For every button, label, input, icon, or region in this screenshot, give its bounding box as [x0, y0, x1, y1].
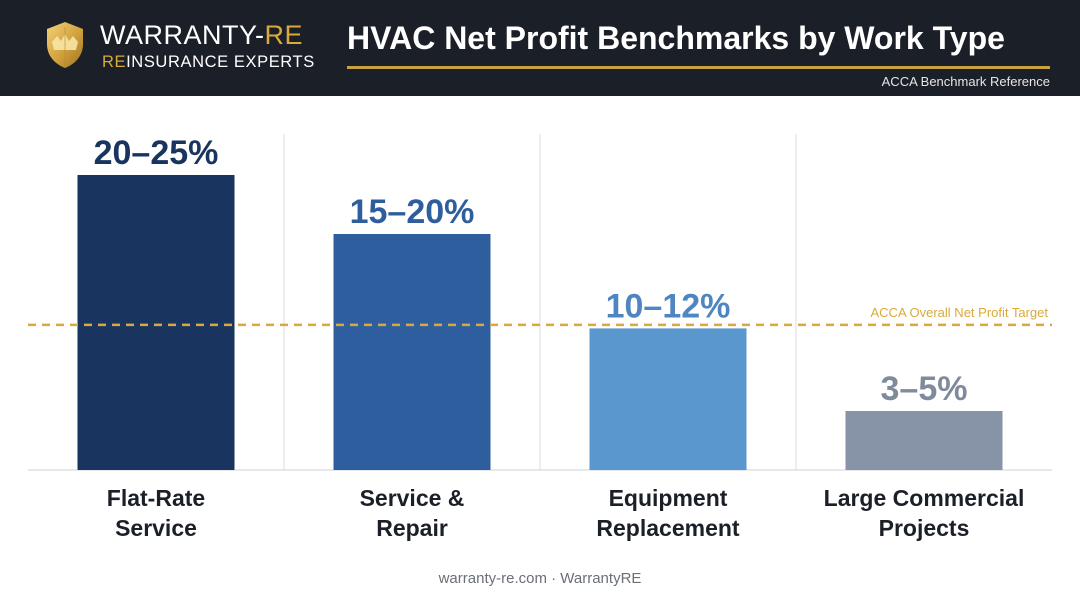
logo-wordmark: WARRANTY-RE	[100, 20, 303, 50]
category-label: Large Commercial	[824, 485, 1025, 511]
bar-value-label: 3–5%	[881, 370, 968, 408]
footer-credit: warranty-re.com · WarrantyRE	[438, 570, 642, 587]
bar-chart: 20–25% Flat-Rate Service 15–20% Service & Rep…	[28, 134, 1052, 541]
category-label: Replacement	[596, 515, 740, 541]
bar	[333, 234, 491, 470]
category-label: Service	[115, 515, 197, 541]
category-label: Projects	[879, 515, 970, 541]
logo-tag-rest: INSURANCE EXPERTS	[126, 53, 315, 71]
brand-logo[interactable]: WARRANTY-RE REINSURANCE EXPERTS	[44, 18, 314, 78]
bar	[845, 411, 1003, 470]
header-bar: WARRANTY-RE REINSURANCE EXPERTS HVAC Net…	[0, 0, 1080, 96]
category-label: Repair	[376, 515, 448, 541]
shield-icon	[47, 22, 83, 68]
reference-line-label: ACCA Overall Net Profit Target	[871, 305, 1049, 320]
logo-name-primary: WARRANTY-	[100, 20, 265, 50]
category-label: Equipment	[609, 485, 728, 511]
category-label: Flat-Rate	[107, 485, 205, 511]
logo-tagline: REINSURANCE EXPERTS	[102, 52, 315, 72]
logo-tag-accent: RE	[102, 53, 127, 71]
reference-label: ACCA Benchmark Reference	[881, 74, 1050, 89]
category-label: Service &	[360, 485, 465, 511]
bar-value-label: 20–25%	[94, 134, 219, 172]
bar-value-label: 15–20%	[350, 193, 475, 231]
logo-name-accent: RE	[264, 20, 304, 50]
bar	[77, 175, 235, 470]
bar	[589, 328, 747, 470]
page-title: HVAC Net Profit Benchmarks by Work Type	[347, 20, 1005, 56]
bar-value-label: 10–12%	[606, 287, 731, 325]
title-underline	[347, 66, 1050, 69]
